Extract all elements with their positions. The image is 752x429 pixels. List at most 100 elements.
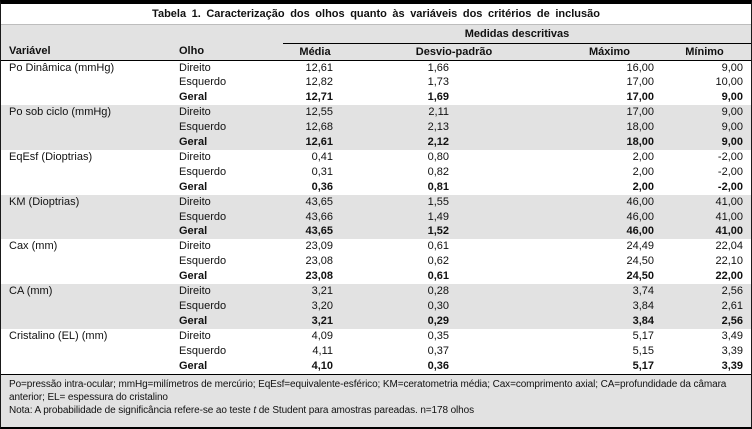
table-footnotes: Po=pressão intra-ocular; mmHg=milímetros… (1, 373, 751, 427)
table-row: Geral 43,65 1,52 46,00 41,00 (1, 224, 751, 240)
mean-cell: 23,08 (305, 270, 333, 283)
min-cell: -2,00 (717, 150, 743, 163)
table-row: CA (mm) Direito 3,21 0,28 3,74 2,56 (1, 284, 751, 299)
variable-cell: CA (mm) (9, 285, 53, 298)
mean-cell: 4,09 (311, 329, 333, 342)
min-cell: -2,00 (717, 180, 743, 193)
eye-cell: Geral (179, 136, 208, 149)
sd-cell: 1,73 (427, 76, 449, 89)
eye-cell: Esquerdo (179, 76, 227, 89)
max-cell: 2,00 (632, 165, 654, 178)
max-cell: 5,17 (632, 329, 654, 342)
table-row: Po Dinâmica (mmHg) Direito 12,61 1,66 16,00 9… (1, 60, 751, 75)
min-cell: 22,04 (715, 240, 743, 253)
eye-cell: Direito (179, 61, 211, 74)
span-header-spacer (1, 25, 283, 43)
span-header-medidas-descritivas: Medidas descritivas (283, 25, 751, 44)
sd-cell: 0,36 (427, 359, 449, 372)
mean-cell: 12,61 (305, 61, 333, 74)
max-cell: 3,84 (632, 300, 654, 312)
sd-cell: 1,52 (427, 225, 449, 238)
table-body: Po Dinâmica (mmHg) Direito 12,61 1,66 16,00 9… (1, 60, 751, 374)
table-row: Geral 3,21 0,29 3,84 2,56 (1, 313, 751, 329)
variable-cell: Cax (mm) (9, 240, 58, 253)
max-cell: 3,84 (632, 314, 654, 327)
table-row: EqEsf (Dioptrias) Direito 0,41 0,80 2,00 -2,0… (1, 150, 751, 165)
sd-cell: 0,82 (427, 165, 449, 178)
table-title: Tabela 1. Caracterização dos olhos quant… (1, 4, 751, 25)
min-cell: 3,39 (721, 344, 743, 357)
mean-cell: 4,11 (312, 344, 333, 357)
eye-cell: Geral (179, 314, 208, 327)
column-header-olho: Olho (171, 43, 283, 61)
column-header-variavel: Variável (1, 43, 171, 61)
sd-cell: 0,62 (427, 255, 449, 268)
sd-cell: 2,11 (428, 106, 449, 119)
table-row: Cax (mm) Direito 23,09 0,61 24,49 22,04 (1, 239, 751, 254)
table-row: Esquerdo 0,31 0,82 2,00 -2,00 (1, 165, 751, 180)
sd-cell: 1,55 (427, 195, 449, 208)
min-cell: 41,00 (715, 210, 743, 223)
mean-cell: 43,65 (305, 225, 333, 238)
column-header-minimo: Mínimo (658, 43, 751, 61)
sd-cell: 0,61 (427, 240, 449, 253)
max-cell: 17,00 (626, 76, 654, 89)
eye-cell: Direito (179, 240, 211, 253)
sd-cell: 0,61 (427, 270, 449, 283)
min-cell: 3,49 (721, 329, 743, 342)
note-prefix: Nota: A probabilidade de significância r… (9, 404, 254, 416)
eye-cell: Esquerdo (179, 210, 227, 223)
column-header-desvio-padrao: Desvio-padrão (347, 43, 561, 61)
max-cell: 17,00 (626, 106, 654, 119)
abbreviations-note: Po=pressão intra-ocular; mmHg=milímetros… (9, 378, 727, 403)
eye-cell: Direito (179, 195, 211, 208)
mean-cell: 12,82 (305, 76, 333, 89)
eye-cell: Esquerdo (179, 121, 227, 134)
sd-cell: 0,35 (427, 329, 449, 342)
eye-cell: Geral (179, 180, 208, 193)
note-italic-t: t (253, 404, 257, 416)
sd-cell: 0,81 (427, 180, 449, 193)
data-table: Medidas descritivas Variável Olho Média … (1, 25, 751, 374)
min-cell: 41,00 (715, 225, 743, 238)
max-cell: 2,00 (632, 180, 654, 193)
eye-cell: Geral (179, 225, 208, 238)
mean-cell: 0,31 (311, 165, 333, 178)
table-row: Cristalino (EL) (mm) Direito 4,09 0,35 5,17 3… (1, 329, 751, 344)
statistics-note: Nota: A probabilidade de significância r… (9, 404, 743, 417)
min-cell: 2,56 (721, 285, 743, 298)
eye-cell: Direito (179, 285, 211, 298)
variable-cell: Cristalino (EL) (mm) (9, 329, 108, 342)
min-cell: 2,56 (721, 314, 743, 327)
eye-cell: Esquerdo (179, 344, 227, 357)
sd-cell: 0,30 (427, 300, 449, 312)
table-row: Geral 4,10 0,36 5,17 3,39 (1, 359, 751, 374)
max-cell: 18,00 (626, 136, 654, 149)
sd-cell: 0,29 (427, 314, 449, 327)
sd-cell: 1,69 (427, 91, 449, 104)
eye-cell: Esquerdo (179, 165, 227, 178)
table-row: Esquerdo 43,66 1,49 46,00 41,00 (1, 209, 751, 225)
max-cell: 17,00 (626, 91, 654, 104)
max-cell: 2,00 (632, 150, 654, 163)
table-row: Esquerdo 12,82 1,73 17,00 10,00 (1, 75, 751, 90)
max-cell: 24,49 (626, 240, 654, 253)
sd-cell: 0,37 (427, 344, 449, 357)
min-cell: 10,00 (715, 76, 743, 89)
mean-cell: 43,65 (305, 195, 333, 208)
eye-cell: Geral (179, 270, 208, 283)
table-row: Esquerdo 23,08 0,62 24,50 22,10 (1, 254, 751, 269)
table-row: Geral 12,61 2,12 18,00 9,00 (1, 135, 751, 150)
mean-cell: 12,61 (305, 136, 333, 149)
mean-cell: 0,41 (311, 150, 333, 163)
min-cell: 9,00 (721, 121, 743, 134)
max-cell: 46,00 (626, 195, 654, 208)
table-row: Esquerdo 3,20 0,30 3,84 2,61 (1, 299, 751, 314)
table-row: Esquerdo 4,11 0,37 5,15 3,39 (1, 344, 751, 359)
eye-cell: Direito (179, 150, 211, 163)
column-header-maximo: Máximo (561, 43, 658, 61)
sd-cell: 2,12 (427, 136, 449, 149)
max-cell: 16,00 (626, 61, 654, 74)
table-row: KM (Dioptrias) Direito 43,65 1,55 46,00 41,00 (1, 194, 751, 210)
